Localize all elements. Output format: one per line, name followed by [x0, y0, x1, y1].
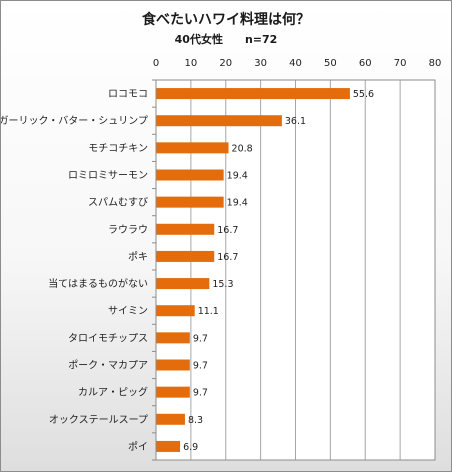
category-label: ロミロミサーモン	[68, 170, 148, 182]
category-label: サイミン	[108, 305, 148, 317]
data-label: 11.1	[198, 306, 219, 317]
category-label: モチコチキン	[88, 142, 148, 154]
bar	[156, 386, 190, 398]
x-tick-label: 60	[359, 58, 372, 69]
x-tick-label: 40	[289, 58, 302, 69]
data-label: 16.7	[217, 252, 238, 263]
bar	[156, 169, 224, 181]
x-tick-label: 80	[429, 58, 442, 69]
bar	[156, 440, 181, 452]
data-label: 55.6	[353, 89, 374, 100]
x-tick-label: 30	[254, 58, 267, 69]
data-label: 9.7	[193, 333, 208, 344]
data-label: 9.7	[193, 388, 208, 399]
bar	[156, 250, 215, 262]
category-label: ロコモコ	[108, 89, 148, 100]
data-label: 20.8	[232, 143, 253, 154]
bar	[156, 278, 210, 290]
data-label: 16.7	[217, 225, 238, 236]
category-label: 当てはまるものがない	[48, 277, 148, 290]
bar	[156, 88, 350, 100]
x-tick-label: 50	[324, 58, 337, 69]
chart-subtitle: 40代女性 n=72	[174, 33, 278, 46]
category-label: ガーリック・バター・シュリンプ	[1, 115, 148, 127]
category-label: ポーク・マカプア	[68, 360, 148, 372]
category-label: オックステールスープ	[49, 414, 148, 426]
bar	[156, 359, 190, 371]
category-label: ラウラウ	[108, 224, 148, 236]
bar	[156, 142, 229, 154]
bar	[156, 223, 215, 235]
data-label: 36.1	[285, 116, 306, 127]
x-tick-label: 0	[153, 58, 159, 69]
category-label: カルア・ピッグ	[78, 386, 148, 399]
x-tick-label: 70	[394, 58, 407, 69]
category-label: ポキ	[128, 251, 148, 263]
data-label: 6.9	[183, 442, 198, 453]
data-label: 19.4	[227, 171, 248, 182]
data-label: 15.3	[212, 279, 233, 290]
bar	[156, 115, 282, 127]
category-label: スパムむすび	[88, 197, 148, 209]
category-label: ポイ	[128, 441, 148, 453]
bar	[156, 196, 224, 208]
data-label: 8.3	[188, 415, 203, 426]
category-label: タロイモチップス	[68, 332, 148, 344]
bar	[156, 305, 195, 317]
x-tick-label: 10	[185, 58, 198, 69]
chart-title: 食べたいハワイ料理は何？	[142, 12, 310, 28]
bar	[156, 413, 185, 425]
data-label: 9.7	[193, 361, 208, 372]
x-tick-label: 20	[219, 58, 232, 69]
data-label: 19.4	[227, 198, 248, 209]
bar	[156, 332, 190, 344]
